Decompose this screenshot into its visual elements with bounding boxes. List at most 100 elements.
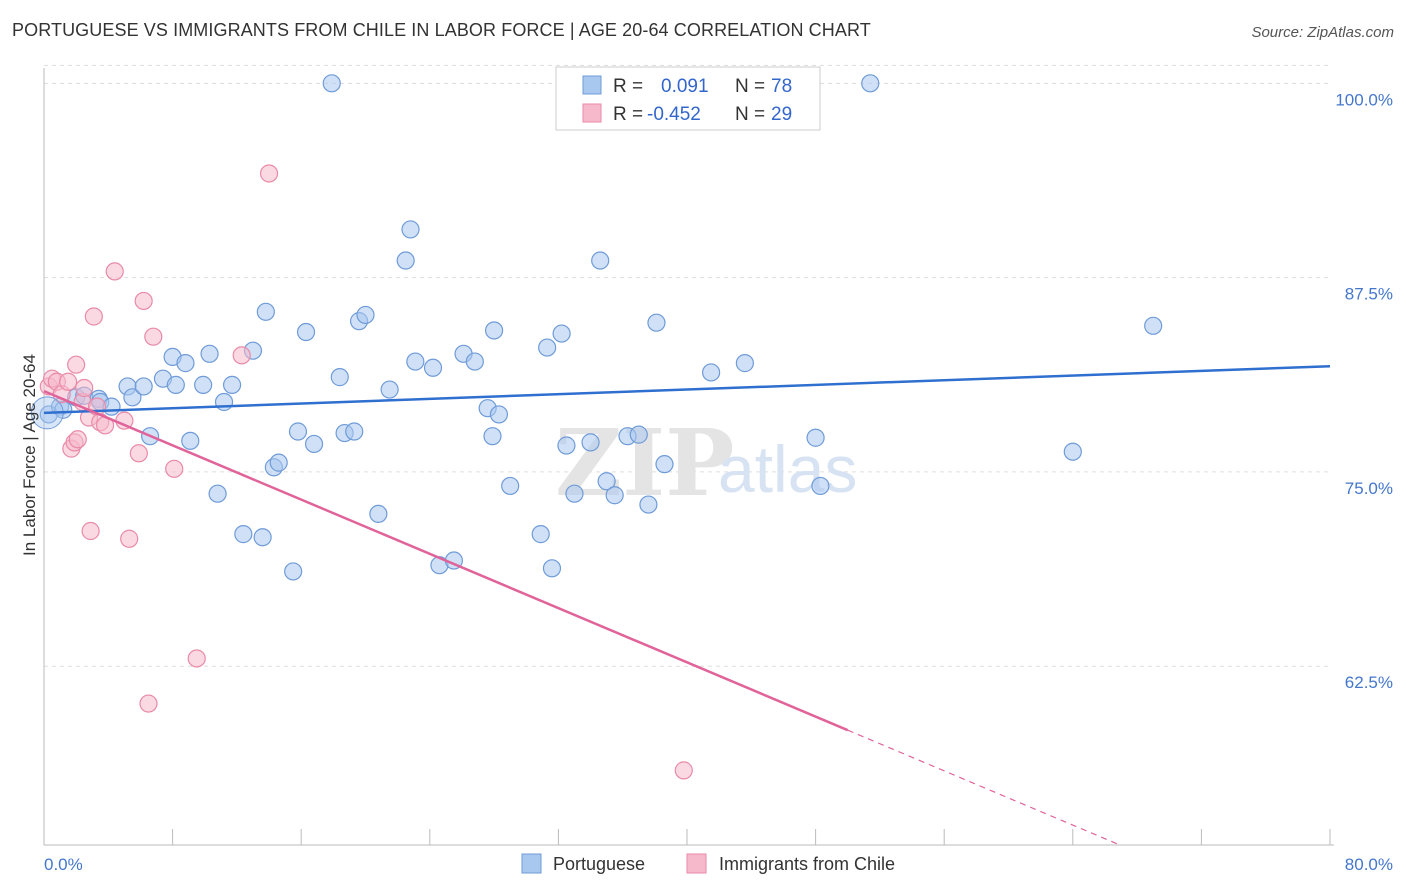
portuguese-point-16 bbox=[181, 431, 200, 450]
chile-point-17 bbox=[105, 262, 124, 281]
chile-trend-line bbox=[43, 389, 849, 732]
portuguese-point-51 bbox=[489, 405, 509, 424]
source-note: Source: ZipAtlas.com bbox=[1251, 24, 1394, 41]
chile-point-24 bbox=[165, 459, 184, 478]
y-axis-label: In Labor Force | Age 20-64 bbox=[20, 354, 39, 556]
portuguese-point-62 bbox=[605, 486, 624, 505]
legend-n-value-1: 78 bbox=[771, 76, 792, 97]
portuguese-point-50 bbox=[485, 321, 504, 340]
y-tick-label-2: 75.0% bbox=[1345, 479, 1393, 498]
y-tick-label-0: 100.0% bbox=[1335, 90, 1393, 109]
chile-point-7 bbox=[67, 355, 86, 374]
x-tick-labels: 0.0% 80.0% bbox=[44, 855, 1393, 874]
legend-r-value-1: 0.091 bbox=[661, 76, 709, 97]
chile-point-20 bbox=[129, 444, 148, 463]
portuguese-point-30 bbox=[296, 322, 316, 342]
chile-point-8 bbox=[68, 430, 87, 449]
chile-point-19 bbox=[120, 529, 139, 548]
bottom-legend-label-chile: Immigrants from Chile bbox=[719, 854, 895, 874]
portuguese-point-14 bbox=[166, 375, 185, 394]
bottom-legend-swatch-chile bbox=[686, 853, 707, 874]
chile-point-26 bbox=[232, 346, 251, 365]
portuguese-point-42 bbox=[406, 352, 425, 371]
portuguese-point-32 bbox=[322, 74, 341, 93]
portuguese-point-57 bbox=[557, 436, 576, 455]
portuguese-point-39 bbox=[380, 380, 399, 399]
portuguese-point-55 bbox=[542, 559, 562, 578]
portuguese-point-61 bbox=[597, 472, 616, 491]
trend-lines bbox=[43, 364, 1331, 846]
portuguese-point-17 bbox=[194, 375, 213, 394]
portuguese-point-35 bbox=[345, 422, 364, 441]
chart-title: PORTUGUESE VS IMMIGRANTS FROM CHILE IN L… bbox=[12, 20, 871, 40]
portuguese-point-70 bbox=[806, 428, 825, 447]
portuguese-point-68 bbox=[702, 363, 721, 382]
portuguese-point-40 bbox=[396, 251, 415, 270]
chile-point-22 bbox=[139, 694, 158, 713]
chile-point-27 bbox=[259, 164, 279, 183]
chile-point-13 bbox=[84, 307, 103, 326]
portuguese-point-18 bbox=[200, 344, 219, 363]
axes bbox=[43, 68, 1334, 846]
portuguese-point-59 bbox=[581, 433, 600, 452]
legend-swatch-chile bbox=[582, 103, 602, 123]
bottom-legend: Portuguese Immigrants from Chile bbox=[521, 853, 895, 874]
portuguese-point-25 bbox=[256, 302, 275, 321]
portuguese-point-60 bbox=[591, 251, 610, 270]
portuguese-point-47 bbox=[465, 352, 484, 371]
y-tick-labels: 100.0% 87.5% 75.0% 62.5% bbox=[1335, 90, 1393, 692]
portuguese-trend-line bbox=[43, 364, 1331, 415]
portuguese-point-73 bbox=[1063, 442, 1082, 461]
bottom-legend-swatch-portuguese bbox=[521, 853, 542, 874]
y-tick-label-3: 62.5% bbox=[1345, 673, 1393, 692]
chile-point-12 bbox=[81, 521, 100, 541]
portuguese-point-69 bbox=[735, 354, 754, 373]
portuguese-point-24 bbox=[253, 528, 272, 547]
portuguese-point-19 bbox=[208, 484, 227, 503]
portuguese-point-28 bbox=[284, 562, 303, 581]
portuguese-point-74 bbox=[1144, 316, 1163, 335]
portuguese-point-21 bbox=[222, 375, 242, 394]
portuguese-point-37 bbox=[356, 305, 375, 325]
data-points bbox=[30, 74, 1163, 780]
portuguese-point-58 bbox=[565, 484, 584, 503]
chile-point-4 bbox=[59, 372, 78, 391]
portuguese-point-53 bbox=[531, 525, 550, 544]
legend-r-label-1: R = bbox=[613, 76, 643, 97]
chile-point-25 bbox=[187, 649, 206, 668]
legend-n-label-2: N = bbox=[735, 104, 765, 125]
portuguese-point-67 bbox=[655, 455, 674, 474]
portuguese-point-33 bbox=[330, 368, 349, 387]
x-tick-label-0: 0.0% bbox=[44, 855, 83, 874]
legend-r-value-2: -0.452 bbox=[647, 104, 701, 125]
portuguese-point-56 bbox=[552, 324, 571, 343]
portuguese-point-54 bbox=[538, 338, 557, 357]
portuguese-point-64 bbox=[629, 425, 648, 444]
watermark-atlas: atlas bbox=[718, 432, 857, 506]
chile-point-23 bbox=[144, 327, 163, 346]
portuguese-point-49 bbox=[483, 427, 502, 446]
portuguese-point-9 bbox=[123, 388, 142, 407]
portuguese-point-66 bbox=[647, 313, 666, 332]
chile-point-21 bbox=[134, 291, 153, 311]
portuguese-point-38 bbox=[369, 504, 388, 524]
bottom-legend-label-portuguese: Portuguese bbox=[553, 854, 645, 874]
portuguese-point-71 bbox=[811, 476, 830, 496]
portuguese-point-10 bbox=[134, 377, 153, 396]
portuguese-point-29 bbox=[288, 422, 308, 441]
legend-n-value-2: 29 bbox=[771, 104, 792, 125]
portuguese-point-41 bbox=[401, 220, 420, 239]
portuguese-point-22 bbox=[234, 525, 253, 544]
watermark: ZIP atlas bbox=[555, 409, 857, 517]
legend-r-label-2: R = bbox=[613, 104, 643, 125]
portuguese-point-43 bbox=[423, 358, 443, 377]
chile-point-10 bbox=[75, 378, 94, 398]
portuguese-point-15 bbox=[176, 354, 195, 373]
chile-point-28 bbox=[674, 761, 693, 780]
grid-lines bbox=[44, 64, 1330, 667]
portuguese-point-72 bbox=[861, 74, 880, 93]
portuguese-point-65 bbox=[639, 495, 658, 514]
legend-n-label-1: N = bbox=[735, 76, 765, 97]
chile-trend-line-extension bbox=[847, 729, 1121, 846]
